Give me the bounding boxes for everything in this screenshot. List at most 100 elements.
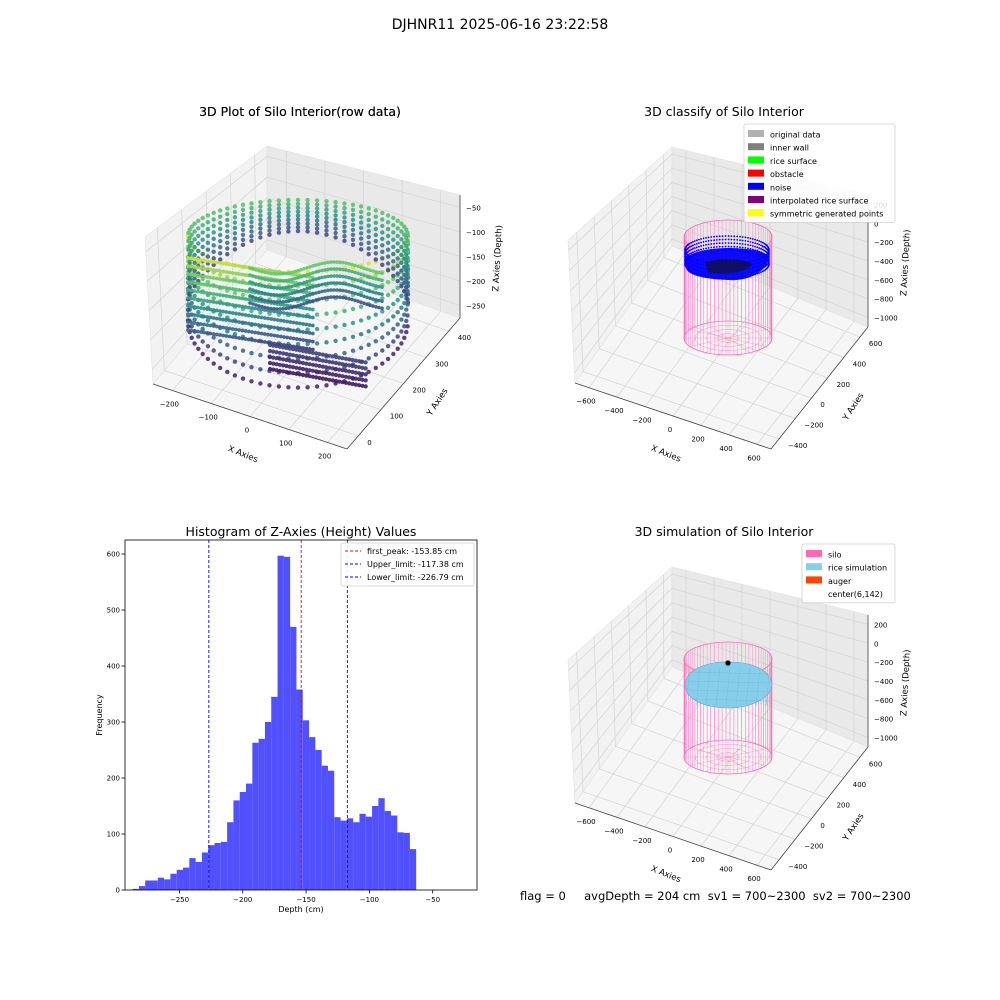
- panel1-surface-point: [335, 295, 339, 299]
- panel1-wall-point: [200, 301, 205, 307]
- panel1-wall-point: [373, 214, 378, 219]
- panel2-noise-point: [749, 248, 752, 250]
- panel4-y-tick-label: 400: [853, 781, 866, 789]
- panel1-wall-point: [232, 204, 238, 209]
- panel4-legend-frame: [801, 543, 896, 604]
- panel1-surface-point: [251, 288, 255, 292]
- panel1-wall-point: [305, 221, 310, 226]
- panel1-floor-point: [360, 365, 365, 370]
- panel1-surface-point: [311, 278, 315, 282]
- panel1-surface-point: [298, 337, 302, 342]
- panel1-surface-point: [218, 285, 222, 289]
- panel1-surface-point: [374, 284, 378, 288]
- panel1-wall-point: [385, 356, 391, 362]
- panel2-y-tick-label: 0: [820, 401, 824, 409]
- panel4-y-gridline: [645, 590, 844, 779]
- panel1-z-axis-label: Z Axies (Depth): [491, 225, 504, 292]
- panel1-surface-point: [250, 306, 254, 310]
- panel1-surface-point: [282, 319, 286, 323]
- panel1-surface-point: [362, 266, 366, 271]
- panel4-rice-mesh-line: [685, 667, 691, 707]
- panel4-rice-mesh-line: [725, 667, 731, 707]
- panel1-floor-point: [274, 344, 279, 349]
- panel3-y-tick-label: 300: [107, 719, 120, 727]
- panel1-surface-point: [299, 289, 303, 293]
- panel1-wall-point: [200, 244, 205, 250]
- panel1-wall-point: [333, 217, 338, 222]
- histogram-bar: [214, 842, 221, 890]
- panel1-wall-point: [232, 345, 238, 351]
- panel1-surface-point: [365, 274, 369, 279]
- panel4-y-axis-label: Y Axies: [841, 811, 867, 844]
- panel1-wall-point: [405, 280, 410, 285]
- panel1-floor-point: [310, 350, 315, 355]
- panel1-wall-point: [380, 249, 385, 254]
- histogram-bar: [239, 792, 247, 890]
- panel4-z-tick-label: 200: [874, 621, 887, 629]
- panel1-wall-point: [358, 215, 364, 220]
- panel1-surface-point: [254, 303, 258, 307]
- panel1-wall-point: [211, 210, 216, 216]
- panel1-wall-point: [391, 351, 396, 357]
- panel1-surface-point: [359, 293, 363, 298]
- histogram-bar: [359, 813, 366, 890]
- panel1-wall-point: [333, 230, 338, 236]
- panel1-surface-point: [311, 292, 315, 296]
- panel1-wall-point: [385, 261, 391, 266]
- panel1-surface-point: [195, 297, 200, 302]
- histogram-bar: [138, 886, 146, 890]
- panel1-wall-point: [185, 307, 191, 313]
- panel1-surface-point: [350, 297, 354, 302]
- panel1-floor-point: [300, 372, 306, 378]
- panel1-wall-point: [333, 208, 338, 214]
- panel1-floor-point: [333, 378, 339, 384]
- panel1-wall-point: [391, 251, 396, 257]
- panel1-wall-point: [391, 289, 396, 294]
- panel1-wall-point: [342, 308, 347, 314]
- panel1-surface-point: [227, 302, 232, 307]
- panel1-surface-point: [308, 300, 312, 304]
- panel2-noise-point: [749, 241, 752, 243]
- panel1-surface-point: [218, 301, 222, 305]
- panel3-histogram: −250 −200 −150 −100 −500100200300400500600De…: [95, 539, 478, 914]
- panel1-wall-point: [404, 268, 409, 273]
- panel2-z-tick-label: 0: [874, 220, 878, 228]
- panel2-noise-point: [707, 247, 710, 249]
- panel1-surface-point: [353, 291, 357, 296]
- panel1-surface-point: [308, 272, 312, 276]
- panel4-y-tick-label: −400: [788, 863, 807, 871]
- panel1-x-axis-label: X Axies: [226, 444, 259, 465]
- panel1-floor-point: [337, 361, 342, 366]
- panel2-noise-point: [718, 245, 721, 248]
- panel1-wall-point: [240, 348, 246, 353]
- panel1-wall-point: [399, 317, 404, 322]
- panel1-surface-point: [365, 288, 369, 293]
- panel1-wall-point: [380, 348, 385, 353]
- panel1-wall-point: [324, 215, 329, 221]
- panel1-wall-point: [404, 235, 409, 241]
- panel1-surface-point: [296, 275, 300, 280]
- panel1-wall-point: [395, 233, 400, 239]
- panel1-wall-point: [402, 288, 407, 294]
- panel1-wall-point: [404, 284, 409, 290]
- panel1-surface-point: [237, 312, 242, 316]
- panel1-wall-point: [232, 236, 238, 241]
- panel1-surface-point: [298, 313, 302, 318]
- panel3-x-tick-label: −100: [360, 896, 379, 904]
- panel1-wall-point: [373, 208, 378, 213]
- panel2-x-tick-label: 400: [719, 445, 732, 453]
- panel4-title: 3D simulation of Silo Interior: [635, 524, 815, 539]
- panel1-wall-point: [258, 222, 263, 227]
- panel1-wall-point: [232, 231, 238, 236]
- panel1-wall-point: [366, 206, 371, 211]
- panel1-surface-point: [221, 301, 226, 306]
- panel1-surface-point: [377, 277, 381, 282]
- panel1-floor-point: [324, 365, 329, 370]
- panel4-silo-wireframe-floor-spoke: [727, 748, 767, 758]
- panel1-wall-point: [324, 203, 329, 208]
- panel1-wall-point: [395, 241, 400, 246]
- panel1-wall-point: [395, 322, 400, 327]
- panel1-surface-point: [377, 305, 381, 310]
- panel1-floor-point: [360, 371, 365, 376]
- panel1-wall-point: [366, 342, 371, 347]
